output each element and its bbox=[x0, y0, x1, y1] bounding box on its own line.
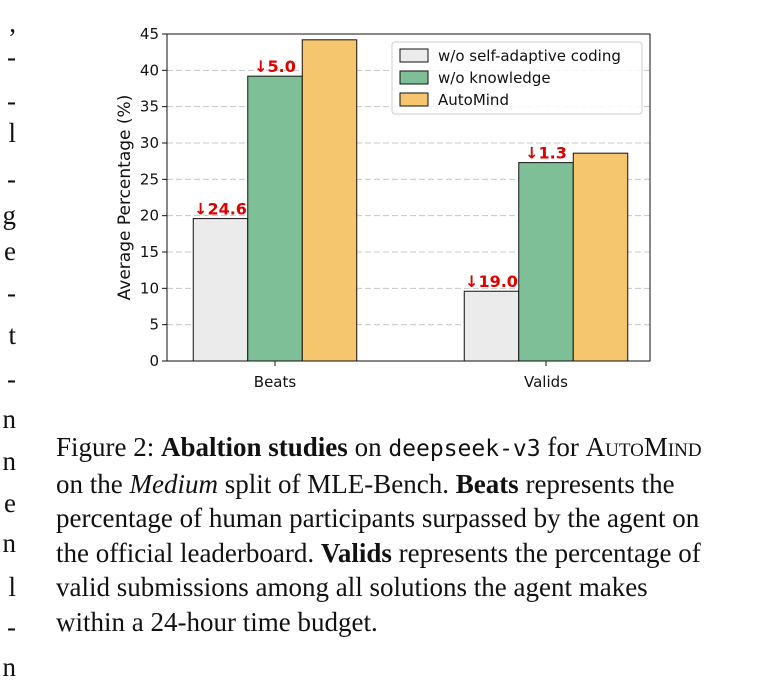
margin-text-fragment: t bbox=[8, 320, 16, 350]
caption-bold-beats: Beats bbox=[455, 468, 519, 499]
legend-entry: w/o self-adaptive coding bbox=[438, 47, 621, 65]
bar-annotation: ↓1.3 bbox=[525, 144, 567, 163]
caption-text-5: represents the percentage of human parti… bbox=[56, 468, 700, 568]
caption-model-name: deepseek-v3 bbox=[388, 436, 541, 462]
legend-entry: AutoMind bbox=[438, 91, 509, 109]
y-tick-label: 30 bbox=[140, 134, 159, 152]
bar-annotation: ↓5.0 bbox=[254, 57, 296, 76]
caption-system-name: AutoMind bbox=[585, 432, 702, 462]
caption-bold-ablation: Abaltion studies bbox=[161, 432, 348, 462]
caption-italic-medium: Medium bbox=[129, 468, 218, 499]
y-tick-label: 20 bbox=[140, 207, 159, 225]
y-axis-label: Average Percentage (%) bbox=[115, 95, 135, 301]
margin-text-fragment: n bbox=[2, 446, 17, 476]
bar-annotation: ↓19.0 bbox=[465, 272, 518, 291]
bar bbox=[518, 162, 574, 362]
margin-text-fragment: e bbox=[4, 236, 16, 266]
bar-annotations: ↓24.6 ↓5.0 ↓19.0 ↓1.3 bbox=[194, 57, 567, 291]
margin-text-fragment: n bbox=[2, 652, 17, 682]
margin-text-fragment: e bbox=[4, 488, 16, 518]
legend-box bbox=[391, 41, 643, 115]
margin-text-fragment: g bbox=[2, 200, 17, 230]
margin-text-fragment: n bbox=[2, 528, 17, 558]
caption-text-3: on the bbox=[56, 468, 130, 499]
figure-caption: Figure 2: Abaltion studies on deepseek-v… bbox=[56, 430, 716, 639]
legend-swatch bbox=[399, 92, 429, 107]
y-tick-label: 40 bbox=[140, 61, 159, 79]
margin-text-fragment: - bbox=[7, 42, 16, 72]
margin-text-fragment: - bbox=[7, 278, 16, 308]
y-tick-label: 10 bbox=[140, 279, 159, 297]
margin-text-fragment: - bbox=[7, 612, 16, 642]
caption-text-6: represents the percentage of valid submi… bbox=[56, 537, 701, 637]
caption-bold-valids: Valids bbox=[320, 537, 392, 568]
margin-text-fragment: , bbox=[9, 8, 16, 38]
x-tick-label: Valids bbox=[524, 373, 568, 391]
bar bbox=[463, 290, 520, 362]
legend-swatch bbox=[399, 48, 429, 63]
legend-swatch bbox=[399, 70, 429, 85]
bar bbox=[572, 152, 629, 362]
y-tick-label: 15 bbox=[140, 243, 159, 261]
margin-text-fragment: - bbox=[7, 86, 16, 116]
caption-text-2: for bbox=[540, 432, 586, 462]
plot-frame bbox=[166, 33, 651, 362]
margin-text-fragment: n bbox=[2, 404, 17, 434]
bar bbox=[192, 218, 249, 362]
y-tick-label: 0 bbox=[149, 352, 159, 370]
margin-text-fragment: l bbox=[8, 572, 16, 602]
caption-prefix: Figure 2: bbox=[56, 432, 161, 462]
x-tick-label: Beats bbox=[254, 373, 297, 391]
y-tick-label: 35 bbox=[140, 98, 159, 116]
bar bbox=[247, 75, 303, 362]
axes: 0 5 10 15 20 25 30 35 40 45 Beats Valids bbox=[140, 25, 651, 391]
y-tick-label: 5 bbox=[149, 316, 159, 334]
bars bbox=[192, 39, 629, 362]
legend-entry: w/o knowledge bbox=[438, 69, 551, 87]
legend: w/o self-adaptive coding w/o knowledge Aut… bbox=[391, 41, 643, 115]
caption-text-1: on bbox=[347, 432, 389, 462]
margin-text-fragment: l bbox=[8, 118, 16, 148]
y-tick-label: 45 bbox=[140, 25, 159, 43]
bar-annotation: ↓24.6 bbox=[194, 200, 247, 219]
margin-text-fragment: - bbox=[7, 164, 16, 194]
caption-text-4: split of MLE-Bench. bbox=[217, 468, 456, 499]
y-tick-label: 25 bbox=[140, 170, 159, 188]
bar bbox=[301, 39, 358, 362]
margin-text-fragment: - bbox=[7, 364, 16, 394]
